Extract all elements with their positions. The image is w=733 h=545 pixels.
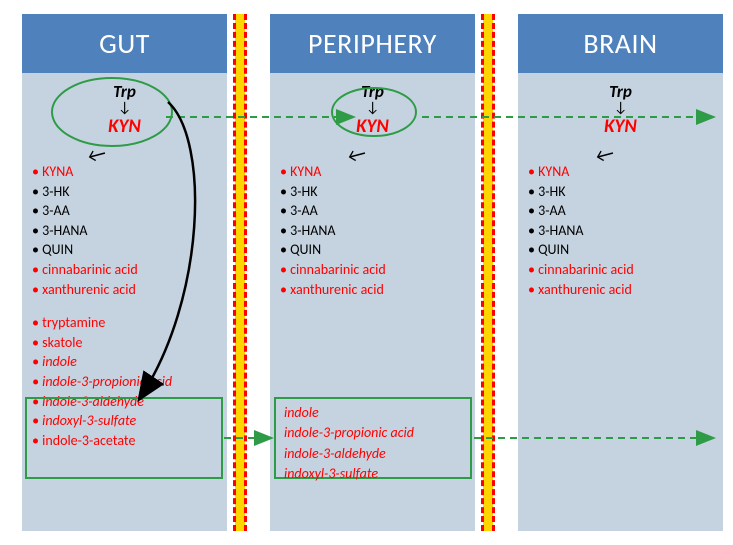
indole-item: indole-3-propionic acid <box>284 423 462 443</box>
barrier-periphery-brain <box>481 14 495 531</box>
metabolite-item: 3-HK <box>280 182 465 202</box>
metabolite-item: QUIN <box>528 240 713 260</box>
indole-box-gut <box>25 397 223 479</box>
metabolite-list-brain: KYNA3-HK3-AA3-HANAQUINcinnabarinic acidx… <box>518 162 723 299</box>
metabolite-item: KYNA <box>280 162 465 182</box>
indole-item: indole <box>284 403 462 423</box>
metabolite-item: 3-AA <box>32 201 217 221</box>
metabolite-item: xanthurenic acid <box>280 280 465 300</box>
down-arrow-icon: ↓ <box>22 103 227 113</box>
header-gut: GUT <box>22 14 227 73</box>
metabolite-item: 3-AA <box>280 201 465 221</box>
metabolite-item: 3-HANA <box>528 221 713 241</box>
metabolite-item: cinnabarinic acid <box>280 260 465 280</box>
metabolite-item: xanthurenic acid <box>32 280 217 300</box>
metabolite-item: 3-HANA <box>280 221 465 241</box>
indole-item: indole-3-aldehyde <box>284 444 462 464</box>
down-arrow-icon: ↓ <box>270 103 475 113</box>
trp-kyn-periphery: Trp ↓ KYN <box>270 81 475 138</box>
header-brain: BRAIN <box>518 14 723 73</box>
down-arrow-icon: ↓ <box>518 103 723 113</box>
trp-kyn-brain: Trp ↓ KYN <box>518 81 723 138</box>
trp-kyn-gut: Trp ↓ KYN <box>22 81 227 138</box>
barrier-gut-periphery <box>233 14 247 531</box>
panel-brain: BRAIN Trp ↓ KYN KYNA3-HK3-AA3-HANAQUINci… <box>518 14 723 531</box>
metabolite-item: 3-HK <box>32 182 217 202</box>
metabolite-item: xanthurenic acid <box>528 280 713 300</box>
metabolite-item: 3-HK <box>528 182 713 202</box>
metabolite-item: 3-HANA <box>32 221 217 241</box>
metabolite-item: indole-3-propionic acid <box>32 372 217 392</box>
metabolite-item: 3-AA <box>528 201 713 221</box>
metabolite-item: QUIN <box>280 240 465 260</box>
metabolite-item: skatole <box>32 333 217 353</box>
metabolite-item: KYNA <box>32 162 217 182</box>
metabolite-item: cinnabarinic acid <box>528 260 713 280</box>
header-periphery: PERIPHERY <box>270 14 475 73</box>
indole-list-periphery: indoleindole-3-propionic acidindole-3-al… <box>276 399 470 488</box>
metabolite-item: indole <box>32 352 217 372</box>
metabolite-item: KYNA <box>528 162 713 182</box>
kyn-label: KYN <box>270 115 475 138</box>
kyn-label: KYN <box>22 115 227 138</box>
metabolite-item: QUIN <box>32 240 217 260</box>
metabolite-item: cinnabarinic acid <box>32 260 217 280</box>
metabolite-item: tryptamine <box>32 313 217 333</box>
indole-item: indoxyl-3-sulfate <box>284 464 462 484</box>
indole-box-periphery: indoleindole-3-propionic acidindole-3-al… <box>274 397 472 479</box>
kyn-label: KYN <box>518 115 723 138</box>
metabolite-list-periphery: KYNA3-HK3-AA3-HANAQUINcinnabarinic acidx… <box>270 162 475 299</box>
